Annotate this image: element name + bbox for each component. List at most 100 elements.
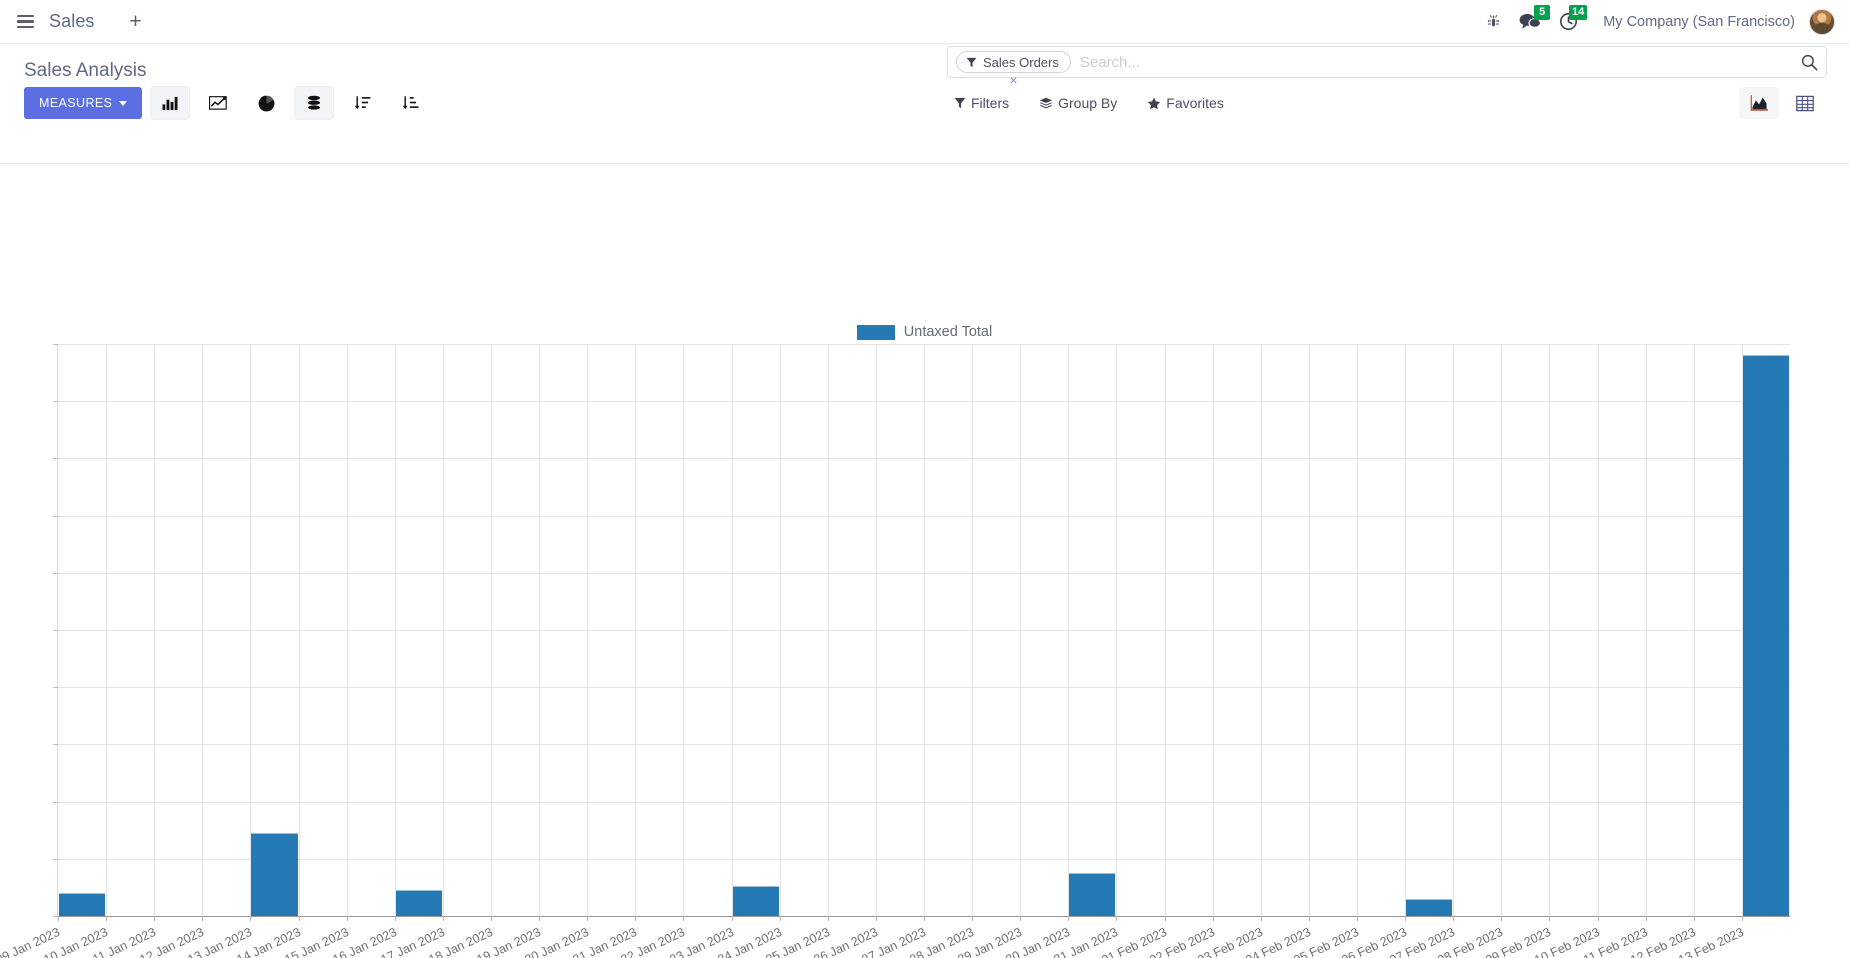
gridline-vertical [1597,344,1599,916]
chart-plot-area[interactable]: 0.002.00k4.00k6.00k8.00k10.00k12.00k14.0… [0,344,1790,958]
top-navbar: Sales + [0,0,1849,44]
bug-icon[interactable] [1477,0,1510,44]
y-axis-tick-mark [53,916,58,917]
search-view[interactable]: Sales Orders × [947,46,1827,87]
x-axis-tick-mark [1068,916,1070,921]
chart-bar[interactable] [1742,355,1789,916]
x-axis-tick-mark [1693,916,1695,921]
chart-bar[interactable] [1406,898,1453,916]
navbar-left-group: Sales + [10,7,147,37]
legend-swatch-untaxed-total [856,324,895,340]
legend-label-untaxed-total: Untaxed Total [903,324,993,340]
chart-legend[interactable]: Untaxed Total [0,324,1849,340]
y-axis-tick-mark [53,687,58,689]
clock-activities-icon[interactable]: 14 [1550,0,1588,44]
x-axis-tick-mark [731,916,733,921]
x-axis-tick-mark [442,916,444,921]
y-axis-tick-mark [53,858,58,860]
gridline-vertical [154,344,156,916]
gridline-vertical [683,344,685,916]
measures-label: MEASURES [39,96,113,110]
gridline-vertical [635,344,637,916]
x-axis-tick-mark [972,916,974,921]
gridline-vertical [1549,344,1551,916]
x-axis-tick-mark [491,916,492,921]
x-axis-tick-mark [635,916,637,921]
gridline-vertical [1741,344,1743,916]
search-icon[interactable] [1795,54,1818,71]
gridline-vertical [250,344,252,916]
stacked-icon[interactable] [294,86,335,120]
gridline-vertical [1308,344,1310,916]
gridline-vertical [1020,344,1022,916]
x-axis-tick-mark [1405,916,1407,921]
y-axis-tick-mark [53,458,58,460]
bar-chart-icon[interactable] [150,86,191,120]
x-axis-tick-mark [587,916,589,921]
hamburger-menu-icon[interactable] [10,7,40,37]
x-axis-tick-mark [1549,916,1551,921]
close-icon[interactable]: × [1009,72,1018,88]
company-name[interactable]: My Company (San Francisco) [1603,13,1795,30]
x-axis-tick-mark [346,916,348,921]
control-panel-bottom: MEASURES [24,46,1827,120]
x-axis-tick-mark [683,916,685,921]
gridline-vertical [202,344,204,916]
chart-bar[interactable] [1069,873,1116,916]
chart-bar[interactable] [395,890,442,916]
gridline-vertical [1501,344,1503,916]
line-chart-icon[interactable] [198,86,238,120]
graph-view: Untaxed Total 0.002.00k4.00k6.00k8.00k10… [0,164,1849,958]
y-axis-tick-mark [53,515,58,517]
x-axis-tick-mark [106,916,108,921]
x-axis-tick-mark [1308,916,1310,921]
sort-descending-icon[interactable] [342,86,382,120]
gridline-vertical [1116,344,1118,916]
gridline-vertical [539,344,541,916]
x-axis-tick-mark [58,916,59,921]
y-axis-tick-mark [53,572,58,574]
app-name[interactable]: Sales [49,11,95,31]
chart-bar[interactable] [59,893,106,916]
x-axis-tick-mark [1645,916,1647,921]
y-axis-tick-mark [53,401,58,403]
filters-label: Filters [971,95,1010,111]
gridline-vertical [827,344,829,916]
gridline-vertical [972,344,974,916]
chart-bar[interactable] [251,833,298,916]
activities-badge: 14 [1568,4,1588,20]
messages-icon[interactable]: 5 [1510,0,1551,44]
x-axis-tick-mark [1741,916,1743,921]
x-axis-tick-mark [1357,916,1358,921]
x-axis-tick-mark [924,916,925,921]
view-switcher [1739,86,1825,120]
gridline-vertical [731,344,733,916]
pie-chart-icon[interactable] [246,86,286,120]
x-axis-tick-mark [1164,916,1166,921]
gridline-vertical [1645,344,1647,916]
graph-view-icon[interactable] [1739,87,1779,119]
search-input[interactable] [1070,53,1795,71]
gridline-vertical [1212,344,1214,916]
gridline-vertical [491,344,492,916]
y-axis-tick-mark [53,801,58,803]
favorites-button[interactable]: Favorites [1147,95,1224,111]
gridline-vertical [346,344,348,916]
group-by-button[interactable]: Group By [1039,95,1117,111]
search-facet-sales-orders[interactable]: Sales Orders × [956,51,1071,87]
avatar[interactable] [1809,8,1835,35]
new-record-button[interactable]: + [129,10,142,33]
gridline-vertical [1693,344,1695,916]
measures-button[interactable]: MEASURES [24,87,143,119]
page-title: Sales Analysis [24,60,147,81]
x-axis-tick-mark [1597,916,1599,921]
x-axis-tick-mark [1116,916,1118,921]
x-axis-tick-mark [827,916,829,921]
favorites-label: Favorites [1166,95,1224,111]
sort-ascending-icon[interactable] [390,86,430,120]
search-facet-label: Sales Orders [983,54,1059,70]
filters-button[interactable]: Filters [954,95,1009,111]
pivot-view-icon[interactable] [1785,87,1825,119]
y-axis-tick-mark [53,630,58,631]
chart-bar[interactable] [732,885,779,916]
